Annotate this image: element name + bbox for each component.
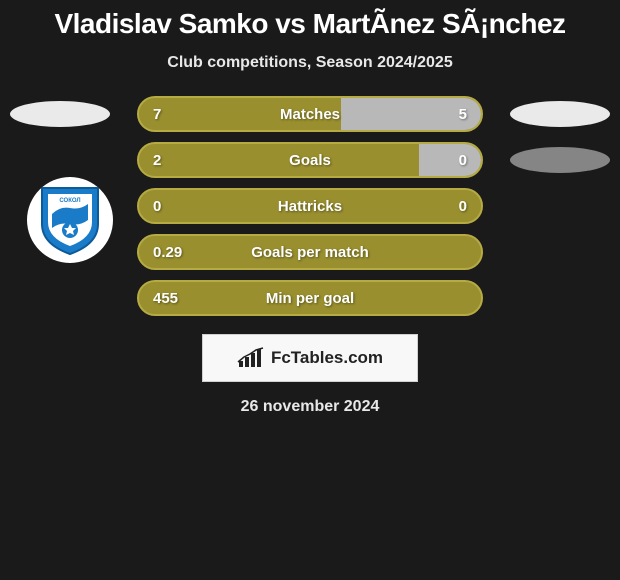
- stat-bar: 0 Hattricks 0: [137, 188, 483, 224]
- badge-text: СОКОЛ: [59, 198, 80, 204]
- stat-label: Min per goal: [266, 290, 354, 307]
- stat-row: 2 Goals 0: [0, 142, 620, 178]
- stat-value-left: 0.29: [153, 244, 182, 261]
- stat-bar: 0.29 Goals per match: [137, 234, 483, 270]
- stat-bar: 7 Matches 5: [137, 96, 483, 132]
- club-badge-left: СОКОЛ: [20, 177, 120, 263]
- stat-value-right: 0: [459, 198, 467, 215]
- stat-label: Goals per match: [251, 244, 369, 261]
- brand-text: FcTables.com: [271, 348, 383, 368]
- stat-value-right: 0: [459, 152, 467, 169]
- stat-label: Matches: [280, 106, 340, 123]
- brand-box[interactable]: FcTables.com: [202, 334, 418, 382]
- comparison-card: Vladislav Samko vs MartÃ­nez SÃ¡nchez Cl…: [0, 0, 620, 416]
- stat-value-left: 2: [153, 152, 161, 169]
- stat-value-left: 0: [153, 198, 161, 215]
- stat-value-right: 5: [459, 106, 467, 123]
- stat-value-left: 455: [153, 290, 178, 307]
- stat-row: 7 Matches 5: [0, 96, 620, 132]
- player-marker-right: [510, 147, 610, 173]
- stat-value-left: 7: [153, 106, 161, 123]
- player-marker-right: [510, 101, 610, 127]
- badge-circle: СОКОЛ: [27, 177, 113, 263]
- stat-bar: 455 Min per goal: [137, 280, 483, 316]
- player-marker-left: [10, 101, 110, 127]
- date-text: 26 november 2024: [0, 398, 620, 416]
- bar-chart-icon: [237, 347, 265, 369]
- stat-label: Hattricks: [278, 198, 342, 215]
- subtitle: Club competitions, Season 2024/2025: [0, 54, 620, 72]
- stat-label: Goals: [289, 152, 331, 169]
- page-title: Vladislav Samko vs MartÃ­nez SÃ¡nchez: [0, 8, 620, 40]
- bar-fill-right: [419, 144, 481, 176]
- stat-bar: 2 Goals 0: [137, 142, 483, 178]
- shield-icon: СОКОЛ: [38, 184, 102, 256]
- stat-row: 455 Min per goal: [0, 280, 620, 316]
